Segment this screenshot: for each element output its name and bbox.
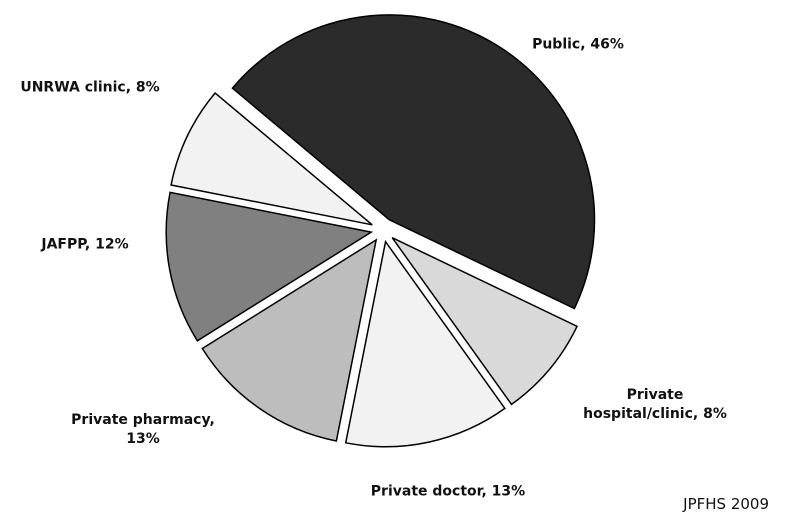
slice-label: JAFPP, 12%: [41, 236, 129, 253]
source-note: JPFHS 2009: [683, 495, 769, 513]
pie-slice: [344, 239, 506, 448]
pie-slice: [231, 14, 596, 310]
slice-label: Private hospital/clinic, 8%: [583, 387, 727, 422]
pie-slice: [391, 237, 579, 406]
slice-label: UNRWA clinic, 8%: [20, 79, 160, 96]
slice-label: Public, 46%: [532, 36, 624, 53]
pie-slice: [201, 238, 378, 442]
slice-label: Private pharmacy, 13%: [71, 412, 215, 447]
pie-slice: [170, 91, 373, 226]
pie-slice: [165, 191, 374, 342]
slice-label: Private doctor, 13%: [370, 483, 526, 500]
